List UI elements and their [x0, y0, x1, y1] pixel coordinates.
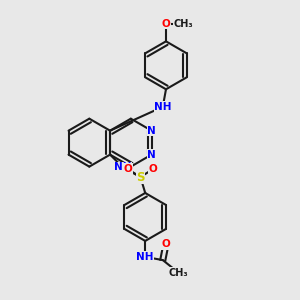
- Text: N: N: [147, 150, 156, 160]
- Text: O: O: [149, 164, 158, 174]
- Text: S: S: [136, 170, 145, 184]
- Text: CH₃: CH₃: [174, 19, 194, 29]
- Text: NH: NH: [114, 162, 132, 172]
- Text: O: O: [162, 239, 170, 249]
- Text: CH₃: CH₃: [169, 268, 189, 278]
- Text: N: N: [147, 126, 156, 136]
- Text: NH: NH: [136, 252, 154, 262]
- Text: O: O: [123, 164, 132, 174]
- Text: O: O: [162, 19, 170, 29]
- Text: NH: NH: [154, 102, 172, 112]
